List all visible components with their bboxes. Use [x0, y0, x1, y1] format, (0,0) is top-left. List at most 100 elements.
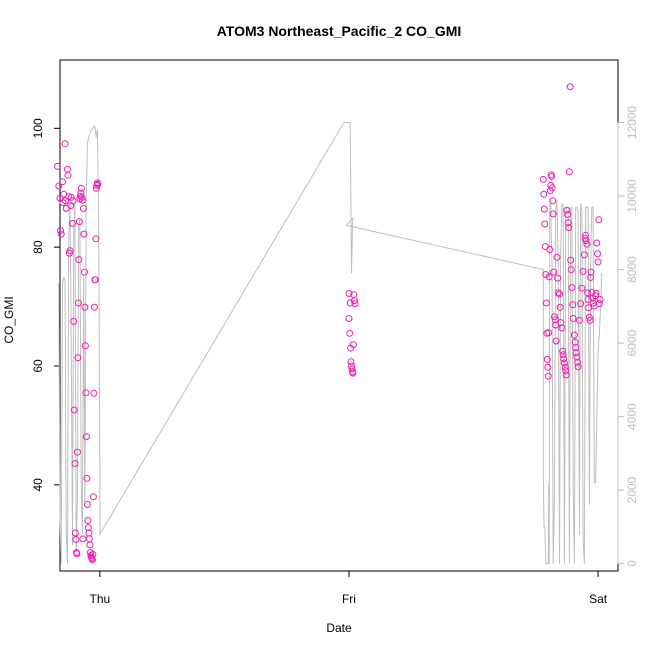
data-point: [564, 219, 572, 227]
data-point: [345, 290, 353, 297]
data-point: [84, 517, 92, 524]
data-point: [571, 338, 579, 346]
series-line-path: [57, 122, 603, 565]
data-point: [91, 276, 99, 284]
data-point: [543, 356, 551, 363]
data-point: [558, 324, 566, 332]
data-point: [83, 474, 91, 482]
data-point: [595, 300, 603, 308]
data-point: [584, 296, 592, 303]
data-point: [569, 315, 577, 322]
data-point: [54, 162, 61, 170]
data-point: [585, 313, 593, 321]
data-point: [596, 296, 604, 303]
x-tick-label: Fri: [342, 592, 356, 606]
data-point: [594, 258, 602, 266]
data-point: [76, 192, 84, 200]
y2-tick-label: 0: [625, 560, 639, 567]
data-point: [75, 256, 83, 264]
data-point: [587, 268, 595, 276]
data-point: [595, 216, 603, 224]
data-point: [80, 268, 88, 276]
data-point: [540, 190, 548, 198]
data-point: [80, 230, 88, 238]
data-point: [577, 300, 585, 308]
data-point: [86, 541, 94, 549]
data-point: [592, 290, 600, 297]
data-point: [82, 433, 90, 441]
data-point: [572, 344, 580, 352]
data-point: [345, 315, 353, 322]
data-point: [584, 289, 592, 297]
data-point: [71, 460, 79, 467]
data-point: [561, 363, 569, 371]
plot-frame: [59, 59, 619, 572]
data-point: [94, 180, 102, 188]
data-point: [554, 274, 562, 282]
data-point: [594, 250, 602, 258]
data-point: [545, 329, 553, 337]
y-axis-label: CO_GMI: [2, 296, 16, 343]
data-point: [575, 316, 583, 324]
data-point: [78, 193, 86, 201]
data-point: [553, 253, 561, 261]
data-point: [593, 239, 601, 247]
data-point: [573, 353, 581, 361]
data-point: [574, 358, 582, 366]
y-tick-label: 80: [31, 240, 45, 254]
data-point: [579, 268, 587, 275]
data-point: [554, 289, 562, 297]
data-point: [560, 355, 568, 363]
data-point: [580, 251, 588, 259]
y-tick-label: 40: [31, 478, 45, 492]
data-point: [71, 529, 79, 537]
data-point: [567, 266, 575, 274]
y-tick-label: 100: [31, 118, 45, 138]
data-point: [567, 256, 575, 264]
data-point: [550, 268, 558, 276]
data-point: [582, 231, 590, 239]
data-point: [348, 365, 356, 373]
x-tick-label: Sat: [589, 592, 608, 606]
data-point: [560, 359, 568, 367]
data-point: [77, 184, 85, 192]
chart-title: ATOM3 Northeast_Pacific_2 CO_GMI: [217, 23, 462, 39]
data-point: [566, 83, 574, 91]
data-point: [551, 316, 559, 324]
data-point: [61, 140, 69, 148]
x-axis-label: Date: [326, 621, 352, 635]
data-point: [551, 313, 558, 321]
data-point: [552, 337, 560, 345]
data-point: [346, 329, 354, 337]
data-point: [78, 196, 86, 204]
data-point: [64, 165, 71, 173]
data-point: [563, 206, 571, 214]
data-point: [81, 342, 89, 350]
data-point: [572, 349, 580, 357]
data-point: [74, 354, 82, 362]
data-point: [544, 372, 552, 380]
axes: 40 60 80 100 0 2000 4000 6000 8000 10000 12000 Thu F…: [31, 59, 639, 606]
data-point: [84, 524, 92, 532]
data-point: [565, 224, 573, 232]
data-point: [89, 493, 97, 501]
data-point: [349, 369, 357, 377]
data-point: [582, 237, 590, 245]
data-point: [545, 273, 553, 281]
data-point: [556, 303, 564, 311]
data-point: [55, 182, 63, 190]
data-point: [73, 448, 81, 456]
data-point: [556, 290, 563, 298]
data-point: [81, 303, 89, 311]
data-point: [548, 173, 556, 180]
y2-tick-label: 10000: [625, 179, 639, 213]
data-point: [69, 219, 76, 227]
data-point: [586, 316, 594, 324]
data-point: [75, 218, 83, 226]
data-point: [539, 175, 547, 183]
data-point: [67, 193, 75, 201]
data-point: [70, 406, 78, 414]
y2-tick-label: 2000: [625, 476, 639, 503]
data-point: [90, 389, 98, 397]
